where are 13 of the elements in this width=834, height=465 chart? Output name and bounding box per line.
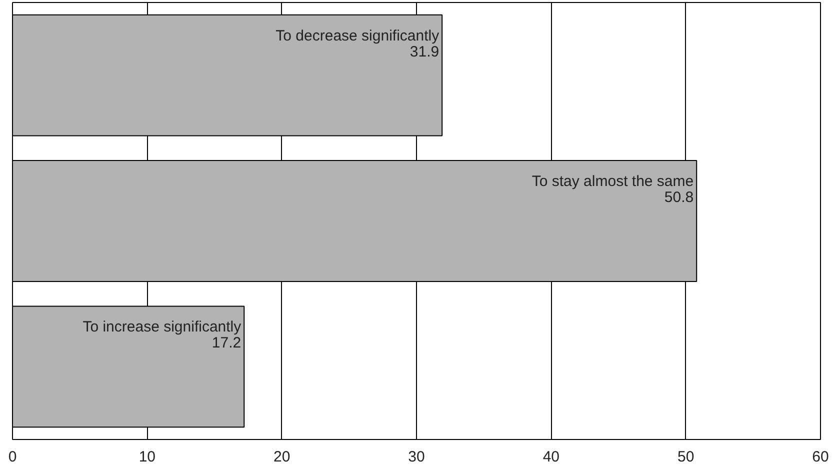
y-tick-label: To decrease significantly [276, 27, 440, 44]
x-tick-label: 0 [8, 448, 17, 465]
data-label: 31.9 [410, 43, 440, 60]
x-tick-label: 20 [273, 448, 290, 465]
x-tick-label: 30 [408, 448, 425, 465]
x-tick-label: 10 [138, 448, 156, 465]
data-label: 17.2 [212, 334, 242, 352]
data-label: 50.8 [664, 188, 694, 206]
x-tick-label: 60 [812, 448, 829, 465]
x-tick-label: 40 [542, 448, 560, 465]
y-tick-label: To stay almost the same [532, 172, 694, 190]
y-tick-label: To increase significantly [82, 318, 242, 336]
x-tick-label: 50 [677, 448, 694, 465]
